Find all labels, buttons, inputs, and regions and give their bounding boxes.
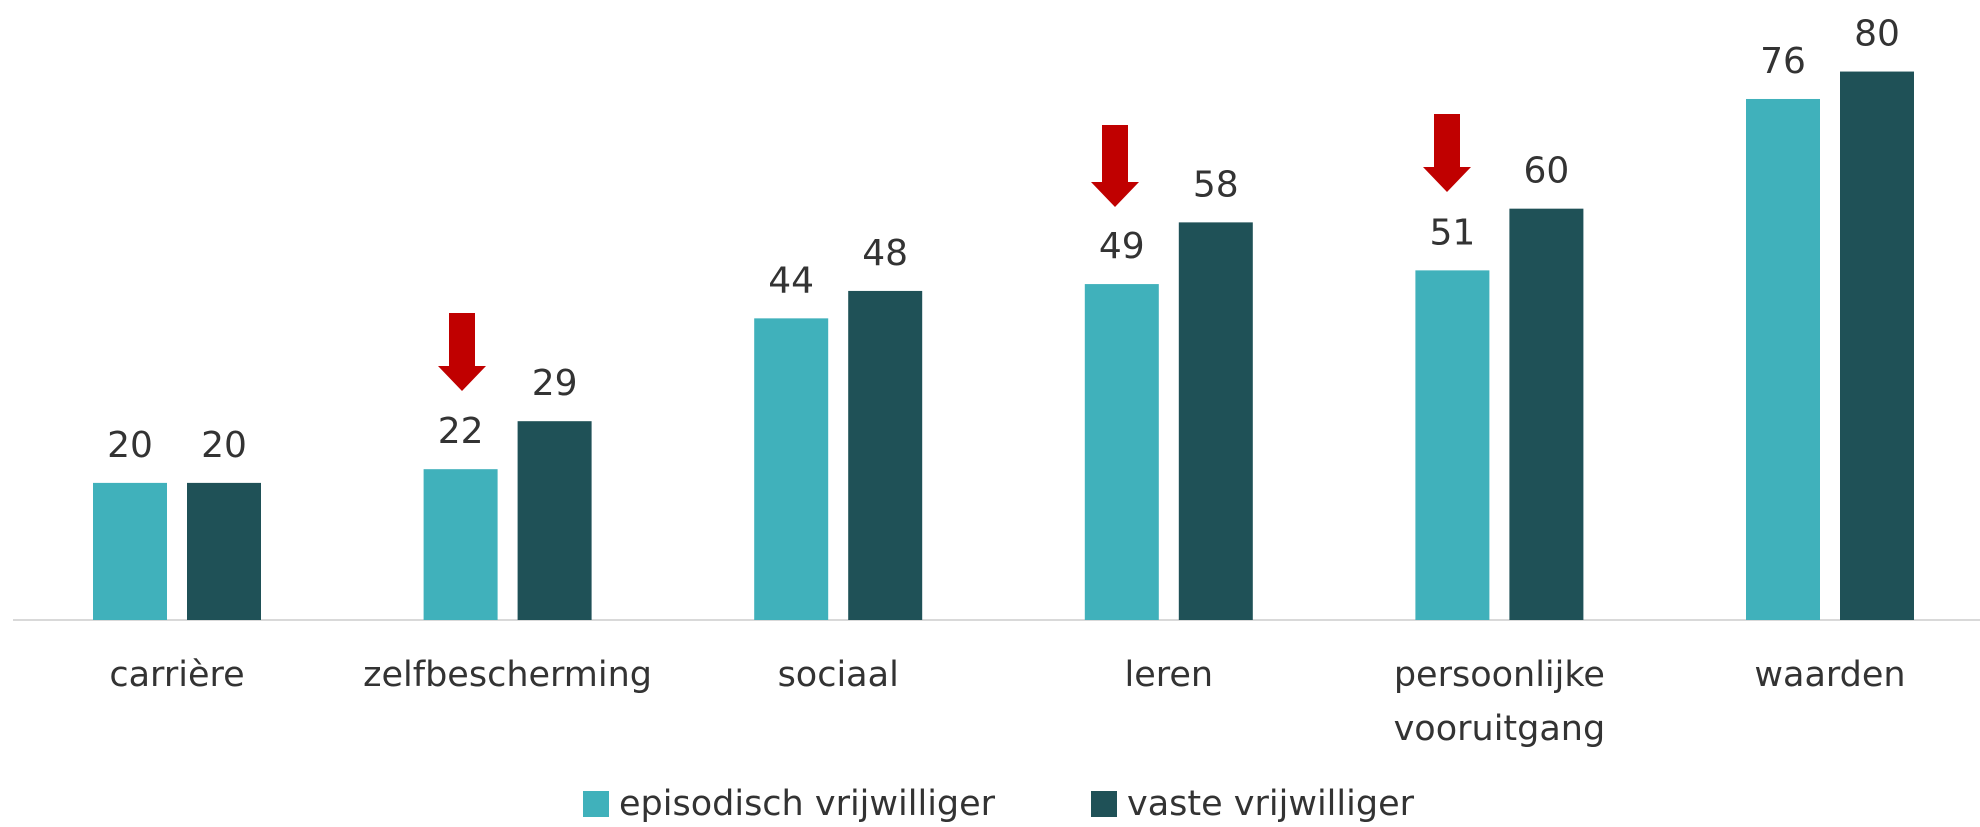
value-label: 76 bbox=[1760, 41, 1806, 82]
value-label: 58 bbox=[1193, 164, 1239, 205]
x-tick-label: carrière bbox=[109, 655, 244, 695]
legend-swatch bbox=[583, 791, 609, 817]
bar bbox=[1415, 270, 1490, 620]
bar bbox=[754, 318, 829, 620]
highlight-arrow bbox=[1091, 125, 1139, 207]
value-label: 60 bbox=[1523, 151, 1569, 192]
value-label: 44 bbox=[768, 260, 814, 301]
x-tick-label: sociaal bbox=[778, 655, 899, 695]
bar bbox=[93, 482, 167, 620]
bar bbox=[187, 482, 261, 620]
x-tick-label: leren bbox=[1125, 655, 1214, 695]
x-tick-label: waarden bbox=[1754, 655, 1905, 695]
x-tick-label: persoonlijke vooruitgang bbox=[1394, 655, 1606, 749]
x-tick-label: zelfbescherming bbox=[363, 655, 652, 695]
highlight-arrow bbox=[438, 313, 486, 391]
legend-swatch bbox=[1091, 791, 1117, 817]
highlight-arrow bbox=[1423, 114, 1471, 192]
bar bbox=[423, 469, 498, 620]
bar bbox=[1509, 208, 1584, 620]
legend-label: episodisch vrijwilliger bbox=[619, 784, 996, 824]
bar bbox=[1084, 284, 1159, 620]
value-label: 49 bbox=[1099, 226, 1145, 267]
value-label: 48 bbox=[862, 233, 908, 274]
value-label: 51 bbox=[1429, 212, 1475, 253]
legend-label: vaste vrijwilliger bbox=[1127, 784, 1415, 824]
bar bbox=[848, 290, 923, 620]
value-label: 22 bbox=[438, 411, 484, 452]
bar bbox=[1746, 98, 1820, 620]
value-label: 80 bbox=[1854, 14, 1900, 55]
value-label: 20 bbox=[201, 425, 247, 466]
bar bbox=[517, 421, 592, 620]
bar bbox=[1178, 222, 1253, 620]
value-label: 20 bbox=[107, 425, 153, 466]
bar bbox=[1840, 71, 1914, 621]
value-label: 29 bbox=[532, 363, 578, 404]
